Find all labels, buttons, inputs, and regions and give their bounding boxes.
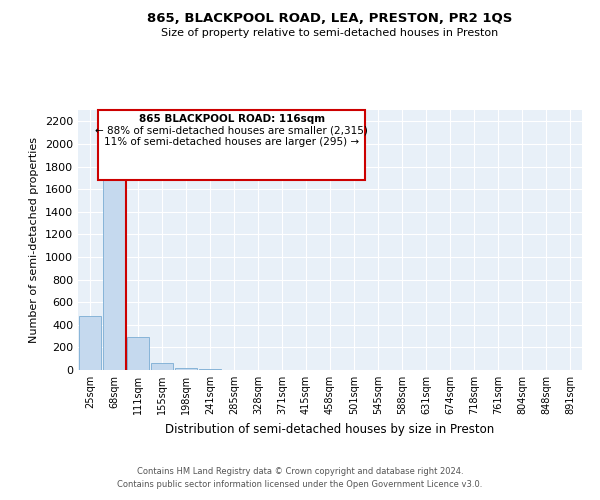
Text: 11% of semi-detached houses are larger (295) →: 11% of semi-detached houses are larger (… (104, 138, 359, 147)
Text: 865, BLACKPOOL ROAD, LEA, PRESTON, PR2 1QS: 865, BLACKPOOL ROAD, LEA, PRESTON, PR2 1… (148, 12, 512, 26)
Bar (151, 362, 173, 370)
Bar (103, 172, 125, 370)
Text: Size of property relative to semi-detached houses in Preston: Size of property relative to semi-detach… (161, 28, 499, 38)
FancyBboxPatch shape (98, 110, 365, 180)
Bar (175, 368, 197, 370)
Text: Contains HM Land Registry data © Crown copyright and database right 2024.: Contains HM Land Registry data © Crown c… (137, 467, 463, 476)
Text: Contains public sector information licensed under the Open Government Licence v3: Contains public sector information licen… (118, 480, 482, 489)
Text: 865 BLACKPOOL ROAD: 116sqm: 865 BLACKPOOL ROAD: 116sqm (139, 114, 325, 124)
Y-axis label: Number of semi-detached properties: Number of semi-detached properties (29, 137, 40, 343)
Bar (79, 316, 101, 370)
Bar (127, 336, 149, 370)
Text: ← 88% of semi-detached houses are smaller (2,315): ← 88% of semi-detached houses are smalle… (95, 126, 368, 136)
X-axis label: Distribution of semi-detached houses by size in Preston: Distribution of semi-detached houses by … (166, 422, 494, 436)
